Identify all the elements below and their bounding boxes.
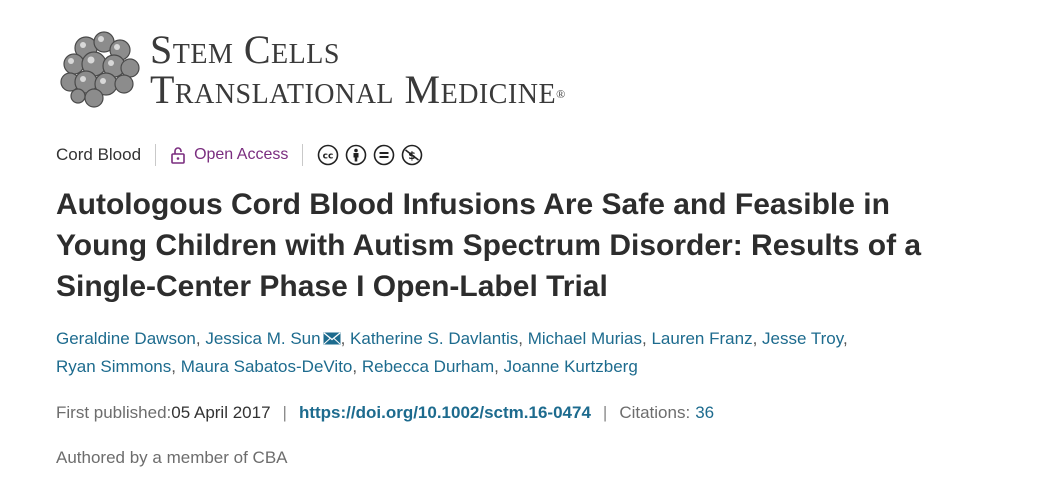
- cc-icon: cc: [318, 144, 339, 166]
- author-name: Katherine S. Davlantis: [350, 329, 519, 348]
- author-name: Lauren Franz: [651, 329, 753, 348]
- journal-title-line1: Stem Cells: [150, 27, 340, 72]
- publication-date: 05 April 2017: [171, 403, 271, 422]
- article-meta-bar: Cord Blood Open Access cc: [56, 140, 423, 170]
- pipe-separator: |: [282, 403, 287, 422]
- cell-cluster-logo-icon: [60, 31, 140, 108]
- citations-count[interactable]: 36: [695, 403, 715, 422]
- by-icon: [346, 144, 367, 166]
- journal-title-line2: Translational Medicine®: [150, 70, 566, 110]
- nc-icon: $: [402, 144, 423, 166]
- author-link[interactable]: Geraldine Dawson,: [56, 329, 206, 348]
- citations-label: Citations:: [619, 403, 691, 422]
- divider: [302, 144, 304, 166]
- article-category[interactable]: Cord Blood: [56, 145, 142, 164]
- first-published-label: First published:: [56, 403, 172, 422]
- journal-title: Stem Cells Translational Medicine®: [150, 30, 566, 110]
- author-name: Maura Sabatos-DeVito: [180, 357, 353, 376]
- open-access-label: Open Access: [194, 146, 289, 163]
- author-name: Jessica M. Sun: [205, 329, 321, 348]
- unlock-icon: [171, 147, 185, 164]
- author-link[interactable]: Lauren Franz,: [651, 329, 763, 348]
- author-link[interactable]: Michael Murias,: [527, 329, 652, 348]
- article-title: Autologous Cord Blood Infusions Are Safe…: [56, 188, 922, 303]
- registered-mark: ®: [556, 87, 566, 101]
- author-name: Rebecca Durham: [361, 357, 495, 376]
- journal-title-line2-text: Translational Medicine: [150, 67, 557, 112]
- author-name: Michael Murias: [527, 329, 642, 348]
- author-link[interactable]: Maura Sabatos-DeVito,: [180, 357, 362, 376]
- author-link[interactable]: Jessica M. Sun,: [205, 329, 351, 348]
- author-link[interactable]: Ryan Simmons,: [56, 357, 181, 376]
- author-name: Geraldine Dawson: [56, 329, 196, 348]
- author-name: Jesse Troy: [762, 329, 843, 348]
- doi-link[interactable]: https://doi.org/10.1002/sctm.16-0474: [298, 403, 591, 422]
- envelope-icon[interactable]: [323, 332, 341, 345]
- journal-masthead[interactable]: Stem Cells Translational Medicine®: [56, 24, 656, 116]
- author-list: Geraldine Dawson, Jessica M. Sun, Kather…: [56, 325, 1016, 381]
- author-name: Joanne Kurtzberg: [503, 357, 638, 376]
- author-link[interactable]: Katherine S. Davlantis,: [350, 329, 528, 348]
- publication-info: First published: 05 April 2017 | https:/…: [56, 400, 714, 426]
- author-link[interactable]: Rebecca Durham,: [361, 357, 504, 376]
- pipe-separator: |: [602, 403, 608, 422]
- svg-text:cc: cc: [323, 152, 334, 162]
- nd-icon: [374, 144, 395, 166]
- divider: [155, 144, 157, 166]
- author-link[interactable]: Joanne Kurtzberg: [504, 357, 638, 376]
- license-icons[interactable]: cc $: [317, 144, 423, 166]
- authored-note: Authored by a member of CBA: [56, 448, 288, 467]
- author-name: Ryan Simmons: [56, 357, 172, 376]
- open-access-badge[interactable]: Open Access: [170, 146, 288, 164]
- author-link[interactable]: Jesse Troy,: [762, 329, 848, 348]
